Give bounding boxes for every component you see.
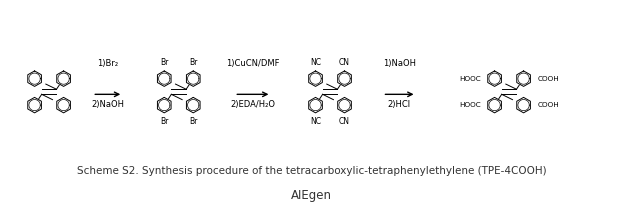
Text: HOOC: HOOC <box>459 102 480 108</box>
Text: Br: Br <box>189 116 197 125</box>
Text: 2)NaOH: 2)NaOH <box>91 101 124 110</box>
Text: HOOC: HOOC <box>459 76 480 82</box>
Text: Br: Br <box>189 58 197 67</box>
Text: CN: CN <box>339 116 350 125</box>
Text: 2)EDA/H₂O: 2)EDA/H₂O <box>231 101 275 110</box>
Text: 1)Br₂: 1)Br₂ <box>97 59 118 68</box>
Text: NC: NC <box>310 116 321 125</box>
Text: COOH: COOH <box>538 76 559 82</box>
Text: 1)CuCN/DMF: 1)CuCN/DMF <box>226 59 280 68</box>
Text: Scheme S2. Synthesis procedure of the tetracarboxylic-tetraphenylethylene (TPE-4: Scheme S2. Synthesis procedure of the te… <box>77 166 546 176</box>
Text: Br: Br <box>160 58 168 67</box>
Text: 2)HCl: 2)HCl <box>388 101 411 110</box>
Text: NC: NC <box>310 58 321 67</box>
Text: AIEgen: AIEgen <box>291 189 332 201</box>
Text: CN: CN <box>339 58 350 67</box>
Text: Br: Br <box>160 116 168 125</box>
Text: 1)NaOH: 1)NaOH <box>383 59 416 68</box>
Text: COOH: COOH <box>538 102 559 108</box>
